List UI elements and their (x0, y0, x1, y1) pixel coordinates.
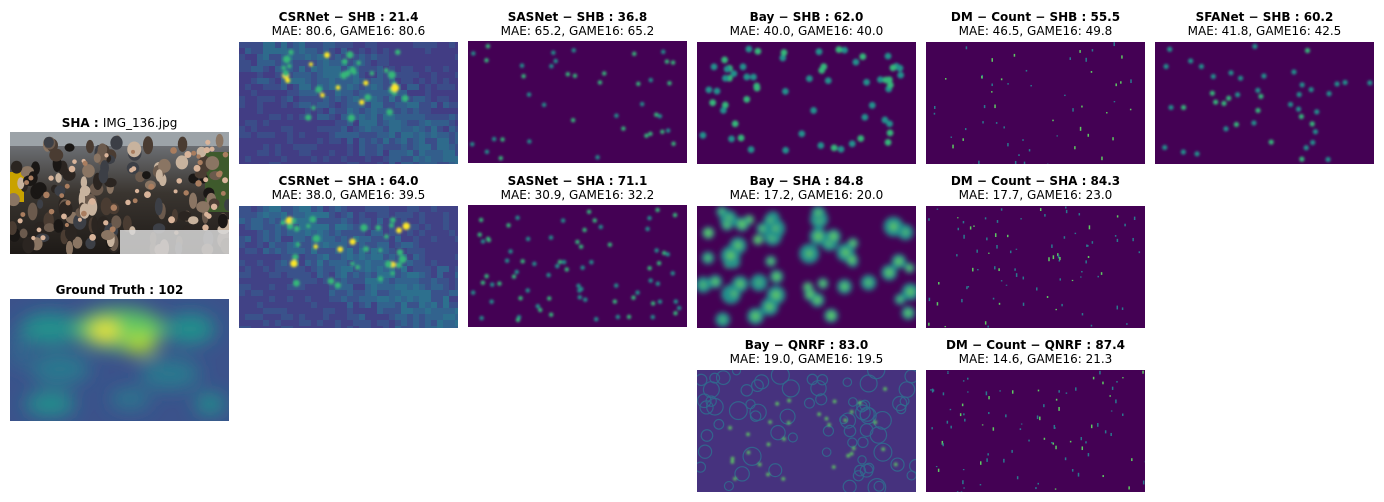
input-filename: IMG_136.jpg (102, 116, 178, 130)
panel-title: DM − Count − SHA : 84.3 (950, 174, 1121, 188)
panel-bay-sha: Bay − SHA : 84.8 MAE: 17.2, GAME16: 20.0 (697, 174, 916, 328)
panel-title: Bay − QNRF : 83.0 (744, 338, 869, 352)
density-map (697, 206, 916, 328)
density-map (926, 42, 1145, 164)
panel-title: SASNet − SHB : 36.8 (507, 10, 648, 24)
panel-dmcount-qnrf: DM − Count − QNRF : 87.4 MAE: 14.6, GAME… (926, 338, 1145, 492)
panel-bay-qnrf: Bay − QNRF : 83.0 MAE: 19.0, GAME16: 19.… (697, 338, 916, 492)
panel-metrics: MAE: 46.5, GAME16: 49.8 (958, 24, 1113, 38)
density-map (239, 42, 458, 164)
density-map (468, 205, 687, 327)
panel-metrics: MAE: 41.8, GAME16: 42.5 (1187, 24, 1342, 38)
panel-metrics: MAE: 40.0, GAME16: 40.0 (729, 24, 884, 38)
panel-metrics: MAE: 30.9, GAME16: 32.2 (500, 188, 655, 202)
panel-sasnet-sha: SASNet − SHA : 71.1 MAE: 30.9, GAME16: 3… (468, 174, 687, 327)
density-map (697, 370, 916, 492)
panel-bay-shb: Bay − SHB : 62.0 MAE: 40.0, GAME16: 40.0 (697, 10, 916, 164)
panel-metrics: MAE: 14.6, GAME16: 21.3 (958, 352, 1113, 366)
panel-csrnet-sha: CSRNet − SHA : 64.0 MAE: 38.0, GAME16: 3… (239, 174, 458, 328)
density-map (926, 206, 1145, 328)
panel-metrics: MAE: 80.6, GAME16: 80.6 (271, 24, 426, 38)
panel-metrics: MAE: 65.2, GAME16: 65.2 (500, 24, 655, 38)
panel-title: Bay − SHA : 84.8 (749, 174, 864, 188)
ground-truth-density-map (10, 299, 229, 421)
ground-truth-title: Ground Truth : 102 (55, 283, 184, 297)
density-map (926, 370, 1145, 492)
panel-dmcount-sha: DM − Count − SHA : 84.3 MAE: 17.7, GAME1… (926, 174, 1145, 328)
panel-dmcount-shb: DM − Count − SHB : 55.5 MAE: 46.5, GAME1… (926, 10, 1145, 164)
panel-metrics: MAE: 38.0, GAME16: 39.5 (271, 188, 426, 202)
panel-csrnet-shb: CSRNet − SHB : 21.4 MAE: 80.6, GAME16: 8… (239, 10, 458, 164)
density-map (697, 42, 916, 164)
panel-title: Bay − SHB : 62.0 (749, 10, 864, 24)
density-map (1155, 42, 1374, 164)
panel-title: SFANet − SHB : 60.2 (1195, 10, 1334, 24)
panel-title: DM − Count − SHB : 55.5 (950, 10, 1121, 24)
input-image-panel: SHA : IMG_136.jpg (10, 116, 229, 254)
panel-metrics: MAE: 17.7, GAME16: 23.0 (958, 188, 1113, 202)
panel-sfanet-shb: SFANet − SHB : 60.2 MAE: 41.8, GAME16: 4… (1155, 10, 1374, 164)
panel-title: CSRNet − SHB : 21.4 (278, 10, 419, 24)
density-map (239, 206, 458, 328)
panel-sasnet-shb: SASNet − SHB : 36.8 MAE: 65.2, GAME16: 6… (468, 10, 687, 163)
input-image-title: SHA : IMG_136.jpg (61, 116, 178, 130)
panel-title: CSRNet − SHA : 64.0 (278, 174, 419, 188)
density-map (468, 41, 687, 163)
ground-truth-panel: Ground Truth : 102 (10, 283, 229, 421)
panel-title: DM − Count − QNRF : 87.4 (945, 338, 1126, 352)
panel-metrics: MAE: 19.0, GAME16: 19.5 (729, 352, 884, 366)
panel-metrics: MAE: 17.2, GAME16: 20.0 (729, 188, 884, 202)
panel-title: SASNet − SHA : 71.1 (507, 174, 648, 188)
input-crowd-photo (10, 132, 229, 254)
